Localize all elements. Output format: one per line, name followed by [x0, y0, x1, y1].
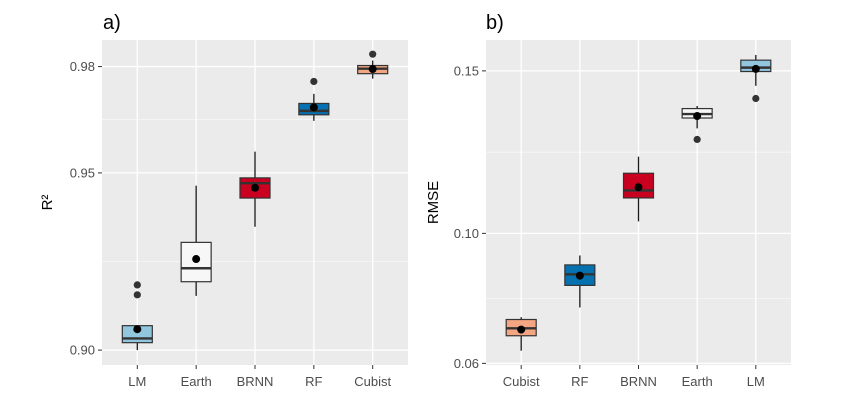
- y-tick-label: 0.90: [70, 343, 95, 358]
- mean-point: [309, 103, 318, 112]
- outlier-point: [133, 281, 141, 289]
- y-tick-label: 0.15: [454, 63, 479, 78]
- x-tick-label: Cubist: [354, 374, 391, 389]
- mean-point: [517, 325, 526, 334]
- y-axis-label: RMSE: [425, 181, 442, 224]
- panel-label: a): [103, 12, 121, 34]
- y-tick-label: 0.10: [454, 226, 479, 241]
- outlier-point: [752, 94, 760, 103]
- outlier-point: [310, 77, 318, 86]
- outlier-point: [133, 291, 141, 299]
- x-tick-label: BRNN: [237, 374, 274, 389]
- y-tick-label: 0.98: [70, 59, 95, 74]
- mean-point: [634, 183, 643, 192]
- box-rf: [298, 77, 330, 121]
- x-tick-label: BRNN: [620, 374, 657, 389]
- mean-point: [251, 183, 259, 192]
- outlier-point: [369, 50, 377, 58]
- x-tick-label: LM: [747, 374, 765, 389]
- x-tick-label: RF: [571, 374, 588, 389]
- box-brnn: [239, 151, 271, 227]
- box-lm: [740, 54, 772, 103]
- box-earth: [681, 105, 713, 144]
- mean-point: [133, 325, 142, 334]
- outlier-point: [693, 135, 701, 144]
- panel-b: 0.06 0.10 0.15 Cubist RF BRNN Earth LM b) RMSE: [425, 12, 791, 389]
- x-tick-label: RF: [305, 374, 322, 389]
- x-tick-label: Cubist: [503, 374, 540, 389]
- panel-label: b): [486, 12, 504, 34]
- box-brnn: [622, 156, 655, 222]
- mean-point: [192, 255, 201, 264]
- y-axis-label: R²: [39, 195, 56, 211]
- mean-point: [575, 271, 584, 280]
- y-tick-label: 0.06: [454, 356, 479, 371]
- box-rf: [564, 255, 596, 308]
- x-tick-label: LM: [128, 374, 146, 389]
- mean-point: [751, 64, 760, 73]
- box-earth: [180, 185, 212, 296]
- box-cubist: [357, 50, 389, 79]
- y-tick-label: 0.95: [70, 165, 95, 180]
- mean-point: [368, 65, 377, 74]
- mean-point: [693, 112, 702, 121]
- x-tick-label: Earth: [682, 374, 713, 389]
- panel-a: 0.90 0.95 0.98 LM Earth BRNN RF Cubist a) R²: [39, 12, 408, 389]
- box-lm: [121, 281, 153, 351]
- x-tick-label: Earth: [181, 374, 212, 389]
- box-cubist: [505, 317, 537, 351]
